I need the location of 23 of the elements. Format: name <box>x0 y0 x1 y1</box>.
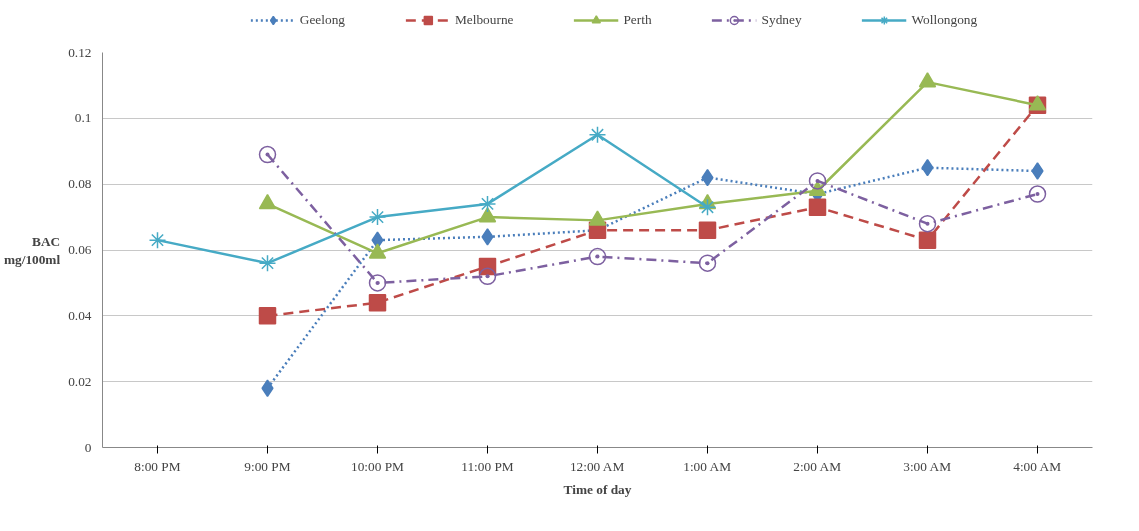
y-tick-label: 0.1 <box>74 110 92 126</box>
y-tick-label: 0.06 <box>68 242 92 257</box>
y-axis-title: BAC mg/100ml <box>3 233 61 267</box>
legend-label: Sydney <box>761 12 802 28</box>
x-tick-label: 1:00 AM <box>683 458 732 474</box>
x-tick-label: 10:00 PM <box>351 458 405 474</box>
y-tick-label: 0.04 <box>68 307 92 323</box>
y-tick-label: 0.12 <box>68 44 92 60</box>
x-axis-title: Time of day <box>563 481 632 497</box>
x-tick-label: 8:00 PM <box>134 458 181 474</box>
legend-label: Geelong <box>299 12 345 28</box>
legend-label: Melbourne <box>454 12 514 28</box>
x-tick-label: 4:00 AM <box>1013 458 1062 474</box>
y-tick-label: 0.08 <box>68 176 92 192</box>
x-tick-label: 12:00 AM <box>569 458 625 474</box>
y-tick-label: 0.02 <box>68 373 92 389</box>
legend-label: Perth <box>623 12 652 28</box>
legend-label: Wollongong <box>911 12 978 28</box>
y-tick-label: 0 <box>84 439 92 455</box>
x-tick-label: 11:00 PM <box>461 458 514 474</box>
x-tick-label: 3:00 AM <box>903 458 952 474</box>
x-tick-label: 9:00 PM <box>244 458 291 474</box>
x-tick-label: 2:00 AM <box>793 458 842 474</box>
